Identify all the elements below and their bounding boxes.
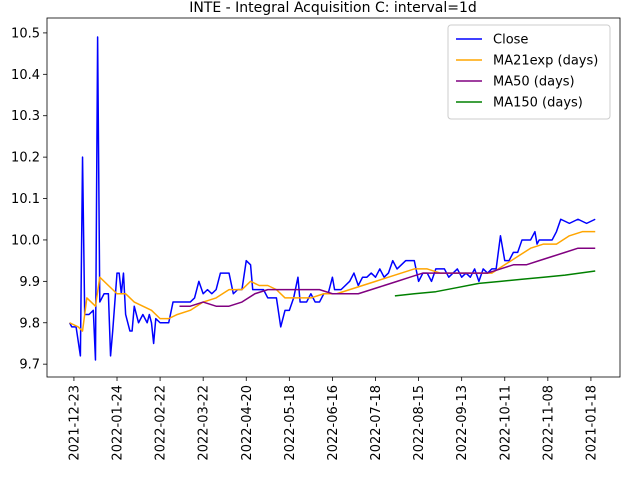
y-tick-label: 10.2: [11, 151, 40, 166]
axes-frame: [46, 17, 621, 378]
legend: Close MA21exp (days) MA50 (days) MA150 (day…: [447, 24, 611, 120]
x-tick-label: 2021-01-18: [584, 385, 599, 461]
y-tick-label: 10.1: [11, 192, 40, 207]
x-tick-label: 2022-08-15: [412, 385, 427, 461]
x-tick-label: 2022-10-11: [498, 385, 513, 461]
y-tick-label: 9.7: [19, 358, 40, 373]
x-tick-label: 2022-05-18: [283, 385, 298, 461]
line-series: [179, 247, 596, 307]
x-tick-label: 2022-06-16: [326, 385, 341, 461]
legend-box: [447, 24, 611, 120]
x-tick-label: 2022-04-20: [240, 385, 255, 461]
x-tick-label: 2022-03-22: [197, 385, 212, 461]
y-tick-label: 9.9: [19, 275, 40, 290]
y-tick-label: 10.3: [11, 109, 40, 124]
x-tick-label: 2022-02-22: [154, 385, 169, 461]
legend-label: MA21exp (days): [493, 54, 598, 69]
x-tick-label: 2022-01-24: [111, 385, 126, 461]
y-tick-label: 10.0: [11, 233, 40, 248]
legend-label: Close: [493, 33, 528, 48]
plot-area: 9.7 9.8 9.9 10.0 10.1 10.2 10.3 10.4 10.5 2021-12…: [11, 26, 599, 460]
line-series: [69, 230, 596, 332]
x-tick-label: 2022-09-13: [455, 385, 470, 461]
chart-title: INTE - Integral Acquisition C: interval=…: [189, 0, 477, 16]
x-tick-label: 2021-12-23: [67, 385, 82, 461]
line-series: [394, 270, 596, 297]
x-tick-label: 2022-07-18: [369, 385, 384, 461]
x-tick-label: 2022-11-08: [541, 385, 556, 461]
y-tick-label: 10.4: [11, 68, 40, 83]
y-tick-label: 10.5: [11, 26, 40, 41]
legend-label: MA50 (days): [493, 75, 575, 90]
y-tick-label: 9.8: [19, 316, 40, 331]
legend-label: MA150 (days): [493, 96, 583, 111]
